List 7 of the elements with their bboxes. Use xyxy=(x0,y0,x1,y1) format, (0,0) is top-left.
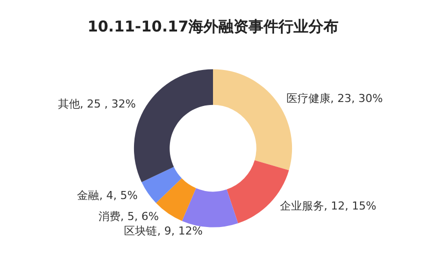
chart-title: 10.11-10.17海外融资事件行业分布 xyxy=(87,18,339,36)
slice-label: 企业服务, 12, 15% xyxy=(280,199,376,212)
slice-label: 消费, 5, 6% xyxy=(98,210,159,224)
slice-label: 医疗健康, 23, 30% xyxy=(286,92,383,105)
slice-label: 金融, 4, 5% xyxy=(77,188,138,202)
slice-label: 其他, 25 , 32% xyxy=(58,97,136,110)
slice-label: 区块链, 9, 12% xyxy=(124,224,203,238)
